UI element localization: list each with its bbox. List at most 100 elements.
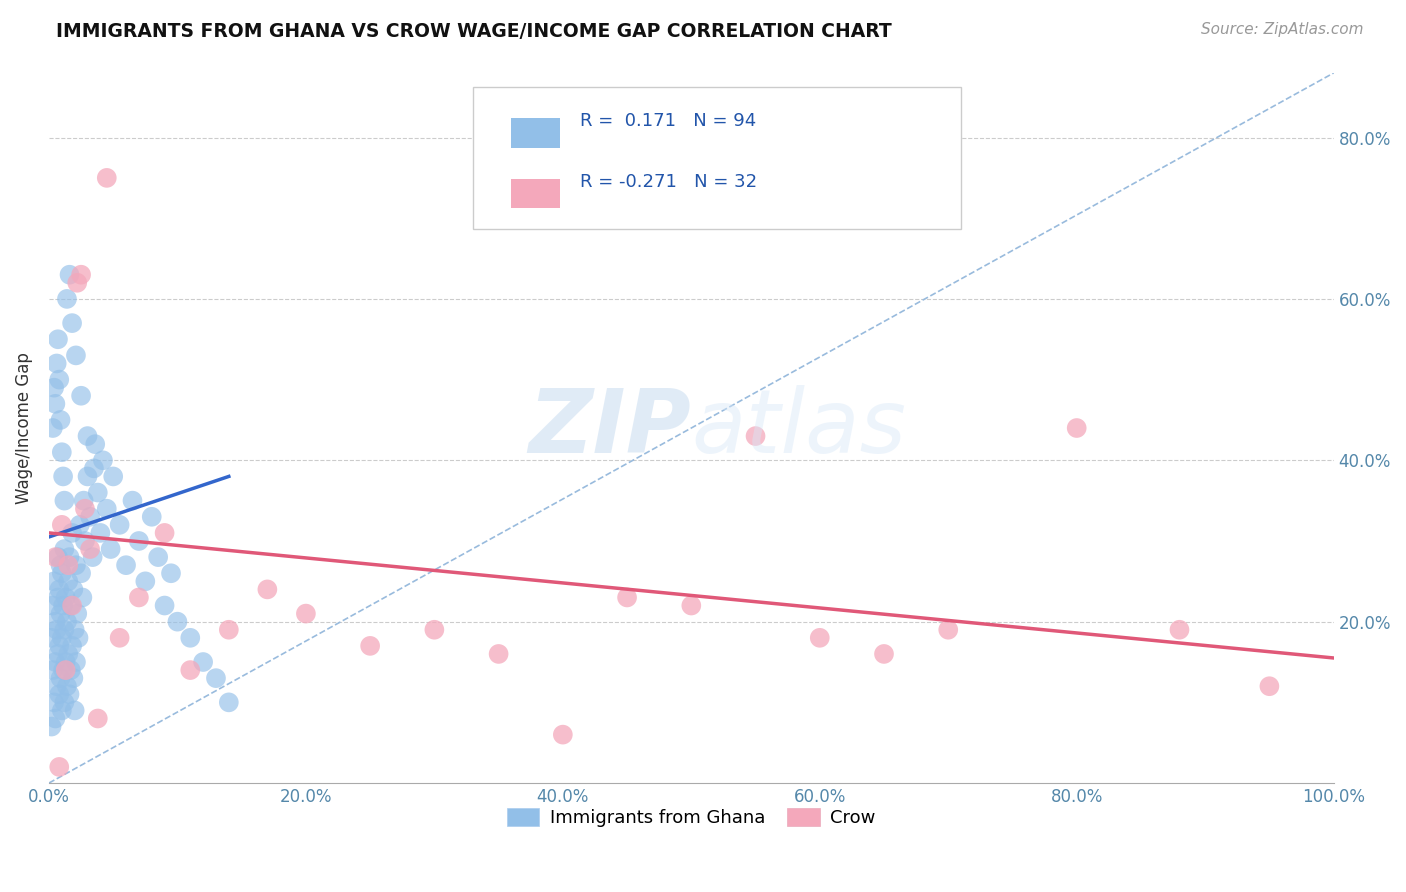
Point [60, 316, 83, 330]
Point [936, 623, 959, 637]
Point [205, 671, 228, 685]
Point [69, 517, 91, 532]
Point [45, 356, 67, 370]
Point [96, 170, 118, 185]
Point [73, 493, 96, 508]
Point [58, 268, 80, 282]
Point [89, 525, 111, 540]
Text: IMMIGRANTS FROM GHANA VS CROW WAGE/INCOME GAP CORRELATION CHART: IMMIGRANTS FROM GHANA VS CROW WAGE/INCOM… [56, 22, 891, 41]
Point [51, 445, 73, 459]
Point [48, 760, 70, 774]
Point [808, 631, 831, 645]
Point [49, 413, 72, 427]
Point [121, 493, 143, 508]
Point [60, 599, 83, 613]
Point [87, 485, 110, 500]
Point [1066, 421, 1088, 435]
Point [58, 574, 80, 589]
Text: R = -0.271   N = 32: R = -0.271 N = 32 [579, 173, 756, 191]
Point [42, 695, 65, 709]
Point [60, 639, 83, 653]
Point [66, 607, 89, 621]
Point [91, 453, 114, 467]
Point [41, 720, 63, 734]
Point [49, 671, 72, 685]
Point [44, 397, 66, 411]
Point [146, 550, 169, 565]
Point [58, 558, 80, 573]
Point [51, 631, 73, 645]
Point [62, 671, 84, 685]
Point [359, 639, 381, 653]
Point [48, 687, 70, 701]
Text: atlas: atlas [692, 385, 907, 471]
Point [66, 276, 89, 290]
Point [134, 574, 156, 589]
Point [79, 509, 101, 524]
Point [100, 542, 122, 557]
Point [65, 348, 87, 362]
Point [153, 599, 176, 613]
Point [45, 679, 67, 693]
Point [681, 599, 703, 613]
Point [873, 647, 896, 661]
Point [76, 469, 98, 483]
Point [256, 582, 278, 597]
Point [128, 533, 150, 548]
Point [103, 469, 125, 483]
Point [488, 647, 510, 661]
Point [67, 631, 90, 645]
Point [70, 389, 93, 403]
Point [42, 381, 65, 395]
Point [44, 655, 66, 669]
Point [46, 550, 69, 565]
Point [76, 429, 98, 443]
Point [65, 558, 87, 573]
Point [42, 421, 65, 435]
Point [48, 582, 70, 597]
Point [70, 566, 93, 581]
Point [96, 501, 118, 516]
Point [65, 655, 87, 669]
Point [115, 558, 138, 573]
FancyBboxPatch shape [512, 119, 560, 147]
Point [56, 679, 79, 693]
Point [87, 711, 110, 725]
Point [46, 647, 69, 661]
FancyBboxPatch shape [512, 178, 560, 208]
Point [44, 550, 66, 565]
Point [128, 591, 150, 605]
Point [59, 663, 82, 677]
Point [58, 550, 80, 565]
Point [56, 292, 79, 306]
Point [616, 591, 638, 605]
Point [42, 599, 65, 613]
Point [72, 591, 94, 605]
Point [55, 663, 77, 677]
Point [53, 542, 76, 557]
Point [62, 582, 84, 597]
Point [55, 655, 77, 669]
Point [108, 631, 131, 645]
Point [59, 599, 82, 613]
Point [53, 695, 76, 709]
Point [49, 607, 72, 621]
Point [58, 647, 80, 661]
FancyBboxPatch shape [472, 87, 962, 229]
Point [53, 623, 76, 637]
Point [63, 703, 86, 717]
Point [51, 566, 73, 581]
Point [44, 711, 66, 725]
Point [1168, 623, 1191, 637]
Point [70, 268, 93, 282]
Point [42, 574, 65, 589]
Point [84, 437, 107, 451]
Point [191, 655, 214, 669]
Point [42, 663, 65, 677]
Point [52, 663, 75, 677]
Point [52, 469, 75, 483]
Point [53, 493, 76, 508]
Point [423, 623, 446, 637]
Point [46, 332, 69, 346]
Point [73, 501, 96, 516]
